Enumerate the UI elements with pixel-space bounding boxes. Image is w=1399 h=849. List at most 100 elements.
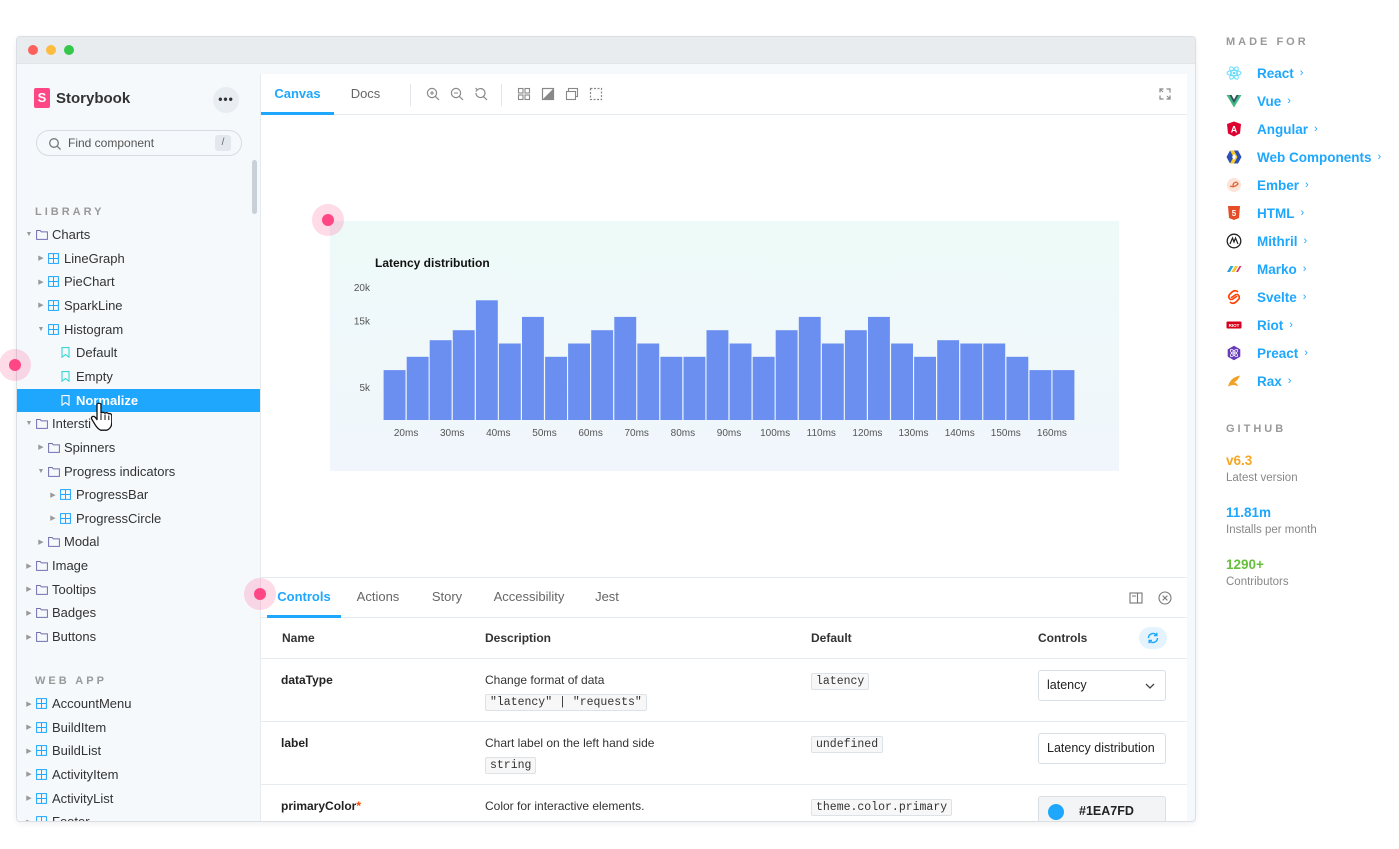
close-panel-icon[interactable] (1157, 590, 1173, 606)
tab-actions[interactable]: Actions (356, 589, 400, 604)
datatype-select[interactable]: latency (1038, 670, 1166, 701)
caret-right-icon[interactable]: ▶ (38, 538, 44, 546)
sidebar-item-charts[interactable]: ▼ Charts (17, 223, 260, 246)
sidebar-item-progress-indicators[interactable]: ▼ Progress indicators (17, 460, 260, 483)
framework-name: Web Components (1257, 149, 1372, 165)
caret-right-icon[interactable]: ▶ (38, 444, 44, 452)
reset-controls-button[interactable] (1139, 627, 1167, 649)
maximize-window-button[interactable] (64, 45, 74, 55)
chevron-right-icon: › (1377, 151, 1382, 163)
sidebar-item-progresscircle[interactable]: ▶ ProgressCircle (17, 507, 260, 530)
framework-link-svelte[interactable]: Svelte › (1226, 287, 1306, 307)
sidebar-item-normalize[interactable]: Normalize (17, 388, 260, 412)
caret-right-icon[interactable]: ▶ (26, 795, 32, 803)
histogram-bar (660, 356, 683, 420)
zoom-out-icon[interactable] (449, 86, 465, 102)
close-window-button[interactable] (28, 45, 38, 55)
framework-link-react[interactable]: React › (1226, 63, 1303, 83)
caret-right-icon[interactable]: ▶ (26, 747, 32, 755)
panel-orientation-icon[interactable] (1128, 590, 1144, 606)
fullscreen-icon[interactable] (1157, 86, 1173, 102)
background-icon[interactable] (540, 86, 556, 102)
sidebar-item-linegraph[interactable]: ▶ LineGraph (17, 247, 260, 270)
sidebar-item-builditem[interactable]: ▶ BuildItem (17, 716, 260, 739)
sidebar-item-badges[interactable]: ▶ Badges (17, 601, 260, 624)
sidebar-item-image[interactable]: ▶ Image (17, 554, 260, 577)
prop-name: label (281, 736, 309, 750)
sidebar-item-progressbar[interactable]: ▶ ProgressBar (17, 483, 260, 506)
tab-canvas[interactable]: Canvas (261, 74, 334, 115)
caret-down-icon[interactable]: ▼ (37, 467, 45, 475)
caret-right-icon[interactable]: ▶ (50, 491, 56, 499)
chevron-right-icon: › (1300, 207, 1305, 219)
framework-link-angular[interactable]: A Angular › (1226, 119, 1318, 139)
sidebar-item-sparkline[interactable]: ▶ SparkLine (17, 294, 260, 317)
framework-link-html[interactable]: 5 HTML › (1226, 203, 1304, 223)
caret-down-icon[interactable]: ▼ (25, 231, 33, 238)
search-box[interactable]: / (36, 130, 242, 156)
caret-right-icon[interactable]: ▶ (26, 771, 32, 779)
sidebar-menu-button[interactable]: ••• (213, 87, 239, 113)
framework-link-vue[interactable]: Vue › (1226, 91, 1291, 111)
sidebar-item-label: Empty (76, 368, 113, 384)
tab-controls[interactable]: Controls (267, 578, 341, 618)
caret-right-icon[interactable]: ▶ (26, 562, 32, 570)
sidebar-item-activitylist[interactable]: ▶ ActivityList (17, 787, 260, 810)
sidebar-scrollbar[interactable] (252, 160, 257, 214)
caret-right-icon[interactable]: ▶ (26, 609, 32, 617)
caret-right-icon[interactable]: ▶ (38, 278, 44, 286)
caret-down-icon[interactable]: ▼ (25, 420, 33, 428)
search-input[interactable] (68, 131, 208, 155)
framework-link-riot[interactable]: RIOT Riot › (1226, 315, 1293, 335)
caret-right-icon[interactable]: ▶ (26, 700, 32, 708)
color-swatch[interactable] (1048, 804, 1064, 820)
outline-icon[interactable] (588, 86, 604, 102)
sidebar-item-spinners[interactable]: ▶ Spinners (17, 436, 260, 459)
sidebar-item-label: AccountMenu (52, 696, 132, 711)
zoom-in-icon[interactable] (425, 86, 441, 102)
label-text-input[interactable]: Latency distribution (1038, 733, 1166, 764)
tab-story[interactable]: Story (431, 589, 463, 604)
caret-right-icon[interactable]: ▶ (38, 302, 44, 310)
sidebar-item-modal[interactable]: ▶ Modal (17, 530, 260, 553)
framework-link-rax[interactable]: Rax › (1226, 371, 1291, 391)
brand-name: Storybook (56, 89, 131, 107)
caret-right-icon[interactable]: ▶ (50, 515, 56, 523)
framework-link-ember[interactable]: Ember › (1226, 175, 1309, 195)
histogram-bar (798, 316, 821, 420)
caret-right-icon[interactable]: ▶ (26, 633, 32, 641)
viewport-icon[interactable] (564, 86, 580, 102)
sidebar-item-label: ProgressCircle (76, 510, 162, 526)
sidebar-item-empty[interactable]: Empty (17, 365, 260, 388)
sidebar-item-buttons[interactable]: ▶ Buttons (17, 625, 260, 648)
framework-link-marko[interactable]: Marko › (1226, 259, 1306, 279)
caret-right-icon[interactable]: ▶ (25, 818, 33, 821)
caret-down-icon[interactable]: ▼ (37, 325, 45, 333)
sidebar-item-label: Image (52, 558, 89, 574)
sidebar-item-footer[interactable]: ▶ Footer (17, 810, 260, 821)
sidebar-item-intersti[interactable]: ▼ Intersti (17, 412, 260, 435)
sidebar-item-buildlist[interactable]: ▶ BuildList (17, 739, 260, 762)
caret-right-icon[interactable]: ▶ (38, 255, 44, 263)
tab-accessibility[interactable]: Accessibility (493, 589, 565, 604)
caret-right-icon[interactable]: ▶ (26, 724, 32, 732)
tab-jest[interactable]: Jest (595, 589, 619, 604)
framework-link-preact[interactable]: Preact › (1226, 343, 1308, 363)
sidebar-item-activityitem[interactable]: ▶ ActivityItem (17, 763, 260, 786)
grid-icon[interactable] (516, 86, 532, 102)
sidebar-item-piechart[interactable]: ▶ PieChart (17, 270, 260, 293)
zoom-reset-icon[interactable] (473, 86, 489, 102)
sidebar-item-histogram[interactable]: ▼ Histogram (17, 318, 260, 341)
brand[interactable]: S Storybook (34, 88, 130, 108)
column-default: Default (811, 631, 852, 645)
minimize-window-button[interactable] (46, 45, 56, 55)
primary-color-picker[interactable]: #1EA7FD (1038, 796, 1166, 821)
framework-link-mithril[interactable]: Mithril › (1226, 231, 1307, 251)
caret-right-icon[interactable]: ▶ (26, 586, 32, 594)
framework-link-web-components[interactable]: Web Components › (1226, 147, 1381, 167)
sidebar-item-default[interactable]: Default (17, 341, 260, 364)
tab-docs[interactable]: Docs (350, 86, 381, 101)
sidebar-item-tooltips[interactable]: ▶ Tooltips (17, 578, 260, 601)
story-canvas: Latency distribution 20k 15k 5k 20ms 30ms 40m… (261, 115, 1187, 577)
sidebar-item-accountmenu[interactable]: ▶ AccountMenu (17, 692, 260, 715)
